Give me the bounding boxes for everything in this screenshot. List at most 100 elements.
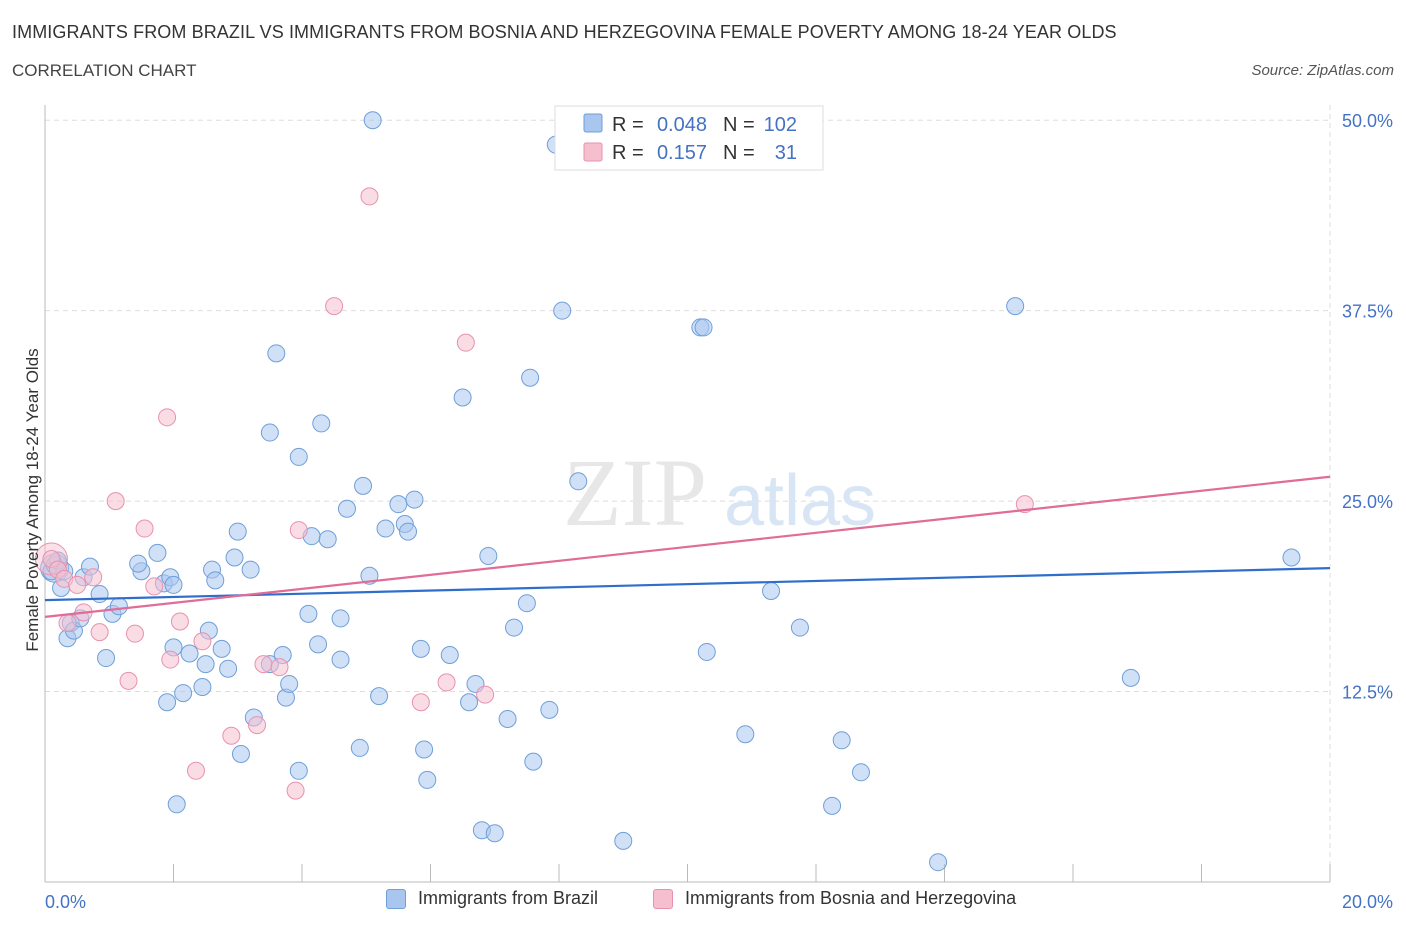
brazil-point [823,796,842,815]
legend-swatch-brazil [583,113,603,133]
brazil-point [540,700,559,719]
axes [44,105,1331,883]
brazil-point [399,522,418,541]
brazil-point [521,368,540,387]
brazil-point [1282,548,1301,567]
bosnia-point [325,297,344,316]
brazil-point [762,582,781,601]
brazil-point [354,476,373,495]
bosnia-point [84,568,103,587]
bosnia-point [286,781,305,800]
brazil-point [309,635,328,654]
brazil-point [180,644,199,663]
brazil-point [517,594,536,613]
brazil-point [832,731,851,750]
brazil-point [694,318,713,337]
trend-line-brazil [44,567,1331,602]
brazil-point [363,111,382,130]
brazil-point [460,693,479,712]
bosnia-point [193,632,212,651]
brazil-point [370,687,389,706]
brazil-point [405,490,424,509]
bosnia-point [289,521,308,540]
brazil-point [164,575,183,594]
x-tick-label: 0.0% [45,892,86,912]
x-tick-label: 20.0% [1342,892,1393,912]
legend-brazil-r-label: R = [612,114,644,136]
brazil-point [415,740,434,759]
bosnia-point [145,577,164,596]
y-tick-label: 37.5% [1342,302,1393,322]
brazil-point [337,499,356,518]
source-credit: Source: ZipAtlas.com [1251,62,1394,79]
bosnia-point [270,658,289,677]
bosnia-point [135,519,154,538]
bosnia-point [186,761,205,780]
brazil-point [505,618,524,637]
brazil-point [440,645,459,664]
y-tick-label: 25.0% [1342,492,1393,512]
brazil-point [479,546,498,565]
bosnia-point [68,575,87,594]
brazil-point [331,650,350,669]
brazil-point [280,674,299,693]
brazil-point [318,530,337,549]
tick-labels: 12.5% 25.0% 37.5% 50.0% 0.0% 20.0% [45,111,1393,912]
brazil-point [1006,297,1025,316]
bosnia-point [476,685,495,704]
bosnia-point [254,655,273,674]
brazil-point [196,655,215,674]
series-bosnia-points [34,187,1034,800]
brazil-point [851,763,870,782]
bottom-legend-label-brazil: Immigrants from Brazil [418,888,599,908]
brazil-point [225,548,244,567]
chart-title: IMMIGRANTS FROM BRAZIL VS IMMIGRANTS FRO… [12,22,1117,42]
brazil-point [485,824,504,843]
brazil-point [260,423,279,442]
legend-bosnia-r-label: R = [612,142,644,164]
bosnia-point [411,693,430,712]
brazil-point [411,639,430,658]
bosnia-point [248,716,267,735]
brazil-point [299,604,318,623]
watermark: ZIP atlas [563,439,876,546]
brazil-point [418,770,437,789]
y-tick-label: 50.0% [1342,111,1393,131]
legend-bosnia-n-label: N = [723,142,755,164]
bosnia-point [106,492,125,511]
series-brazil-points [40,111,1301,872]
brazil-point [1121,668,1140,687]
bosnia-point [125,624,144,643]
brazil-point [174,684,193,703]
brazil-point [109,597,128,616]
trend-lines [44,475,1331,618]
brazil-point [453,388,472,407]
watermark-zip: ZIP [563,439,707,546]
bottom-legend-swatch-bosnia [653,888,673,909]
y-tick-label: 12.5% [1342,683,1393,703]
brazil-point [929,853,948,872]
legend-brazil-n-label: N = [723,114,755,136]
bottom-legend: Immigrants from Brazil Immigrants from B… [0,888,1406,918]
chart-subtitle: CORRELATION CHART [12,61,197,80]
bosnia-point [119,671,138,690]
brazil-point [241,560,260,579]
brazil-point [219,659,238,678]
bottom-legend-label-bosnia: Immigrants from Bosnia and Herzegovina [685,888,1017,908]
bosnia-point [170,612,189,631]
brazil-point [312,414,331,433]
legend-brazil-n-value: 102 [764,114,797,136]
brazil-point [614,831,633,850]
brazil-point [389,495,408,514]
brazil-point [736,725,755,744]
legend-bosnia-n-value: 31 [775,142,797,164]
y-axis-label: Female Poverty Among 18-24 Year Olds [23,348,42,651]
bosnia-point [90,623,109,642]
brazil-point [697,642,716,661]
bosnia-point [456,333,475,352]
brazil-point [331,609,350,628]
brazil-point [167,795,186,814]
brazil-point [148,543,167,562]
brazil-point [206,571,225,590]
